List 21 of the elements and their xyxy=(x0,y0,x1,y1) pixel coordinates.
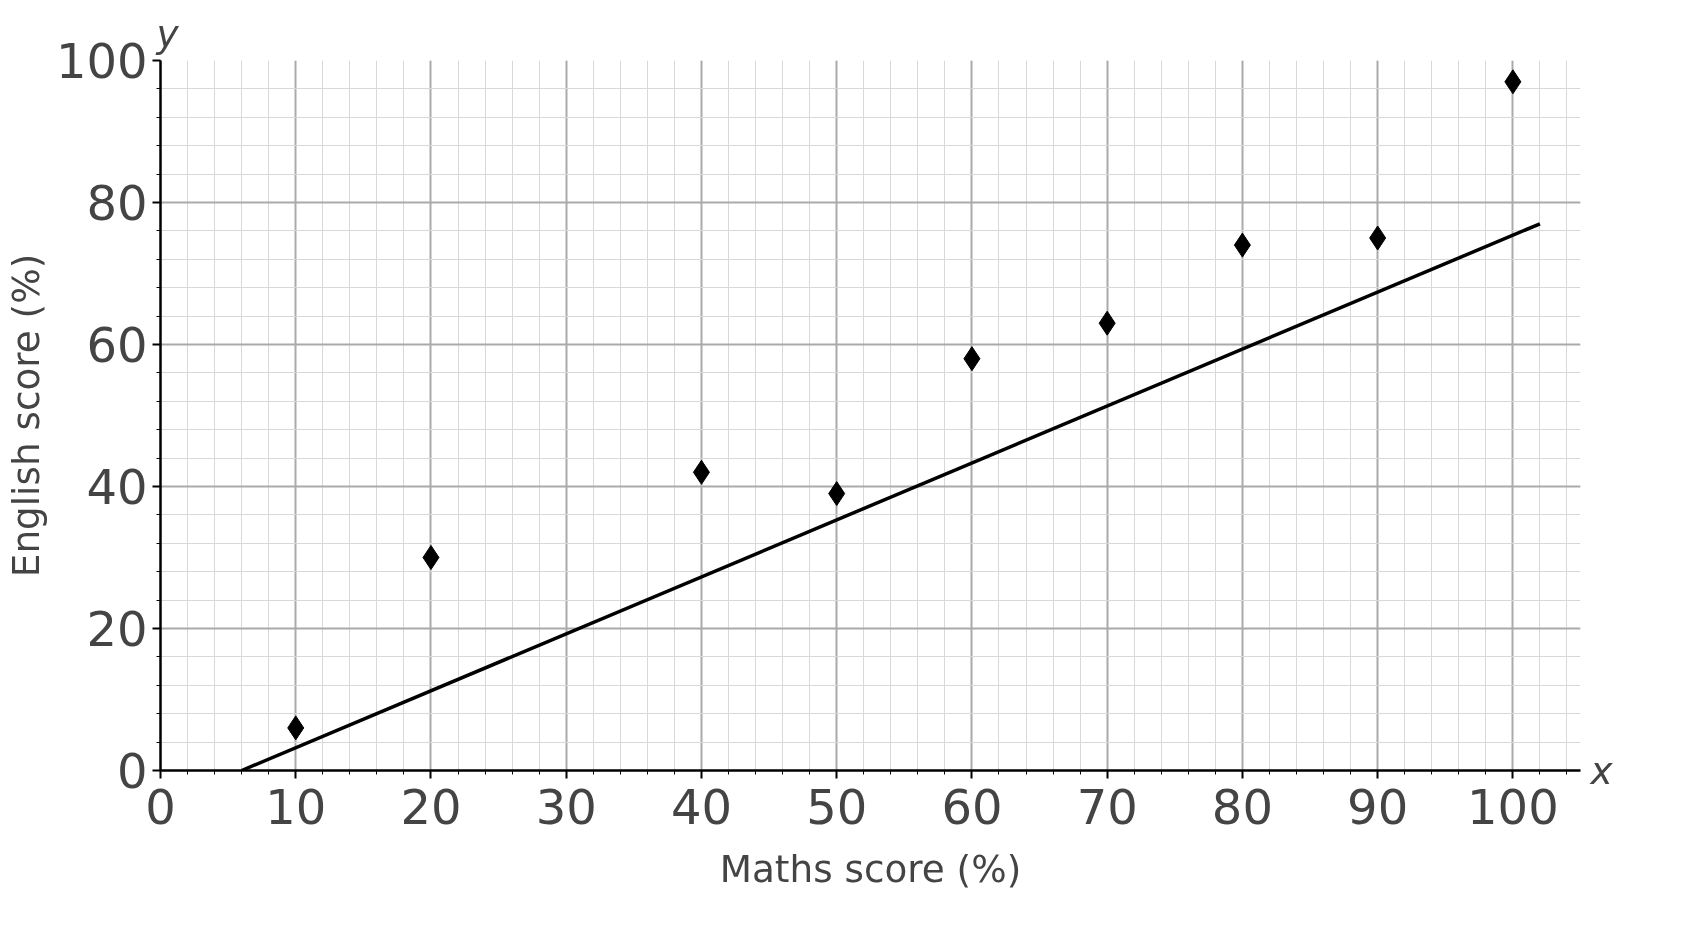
y-tick-label: 100 xyxy=(55,33,148,89)
x-tick-label: 60 xyxy=(941,778,1003,835)
x-tick-label: 80 xyxy=(1211,778,1273,835)
text: y xyxy=(155,11,180,56)
x-tick-label: 10 xyxy=(265,778,327,835)
y-axis-title: English score (%) xyxy=(3,253,48,578)
y-tick-label: 40 xyxy=(86,459,148,515)
y-tick-label: 80 xyxy=(86,175,148,231)
y-tick-label: 20 xyxy=(86,601,148,657)
x-tick-label: 100 xyxy=(1467,778,1559,835)
x-tick-label: 30 xyxy=(535,778,597,835)
x-tick-label: 20 xyxy=(400,778,462,835)
x-tick-label: 40 xyxy=(670,778,732,835)
y-tick-label: 60 xyxy=(86,317,148,373)
x-tick-label: 70 xyxy=(1076,778,1138,835)
x-axis-title: Maths score (%) xyxy=(719,846,1022,891)
x-tick-label: 90 xyxy=(1347,778,1409,835)
y-tick-label: 0 xyxy=(116,743,148,799)
point xyxy=(422,545,440,570)
x-tick-label: 50 xyxy=(806,778,868,835)
text: x xyxy=(1589,748,1614,793)
